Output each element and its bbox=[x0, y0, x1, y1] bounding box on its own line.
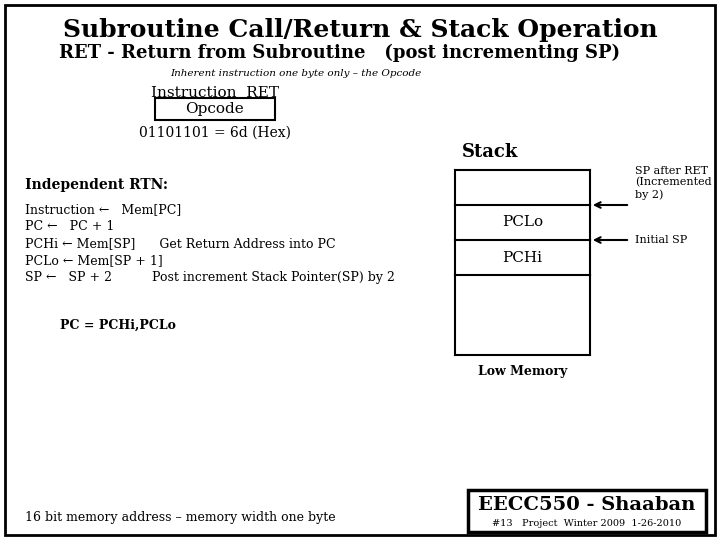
Text: Stack: Stack bbox=[462, 143, 518, 161]
Text: Instruction  RET: Instruction RET bbox=[151, 86, 279, 100]
Text: Inherent instruction one byte only – the Opcode: Inherent instruction one byte only – the… bbox=[170, 69, 421, 78]
Bar bbox=[155, 98, 275, 120]
Text: Independent RTN:: Independent RTN: bbox=[25, 178, 168, 192]
Text: 01101101 = 6d (Hex): 01101101 = 6d (Hex) bbox=[139, 126, 291, 140]
Text: PCLo ← Mem[SP + 1]: PCLo ← Mem[SP + 1] bbox=[25, 254, 163, 267]
Text: Low Memory: Low Memory bbox=[478, 365, 567, 378]
Text: Opcode: Opcode bbox=[186, 102, 244, 116]
Text: PC = PCHi,PCLo: PC = PCHi,PCLo bbox=[60, 319, 176, 332]
Text: PCHi: PCHi bbox=[503, 251, 542, 265]
Text: SP after RET
(Incremented
by 2): SP after RET (Incremented by 2) bbox=[635, 166, 711, 200]
Text: #13   Project  Winter 2009  1-26-2010: #13 Project Winter 2009 1-26-2010 bbox=[492, 519, 682, 528]
Text: PC ←   PC + 1: PC ← PC + 1 bbox=[25, 220, 114, 233]
Text: Initial SP: Initial SP bbox=[635, 235, 688, 245]
Text: PCLo: PCLo bbox=[502, 215, 543, 230]
Text: RET - Return from Subroutine   (post incrementing SP): RET - Return from Subroutine (post incre… bbox=[60, 44, 621, 62]
Bar bbox=[468, 490, 706, 532]
Text: SP ←   SP + 2          Post increment Stack Pointer(SP) by 2: SP ← SP + 2 Post increment Stack Pointer… bbox=[25, 272, 395, 285]
Text: 16 bit memory address – memory width one byte: 16 bit memory address – memory width one… bbox=[25, 511, 336, 524]
Text: Instruction ←   Mem[PC]: Instruction ← Mem[PC] bbox=[25, 204, 181, 217]
Text: EECC550 - Shaaban: EECC550 - Shaaban bbox=[478, 496, 696, 514]
Text: Subroutine Call/Return & Stack Operation: Subroutine Call/Return & Stack Operation bbox=[63, 18, 657, 42]
Text: PCHi ← Mem[SP]      Get Return Address into PC: PCHi ← Mem[SP] Get Return Address into P… bbox=[25, 238, 336, 251]
